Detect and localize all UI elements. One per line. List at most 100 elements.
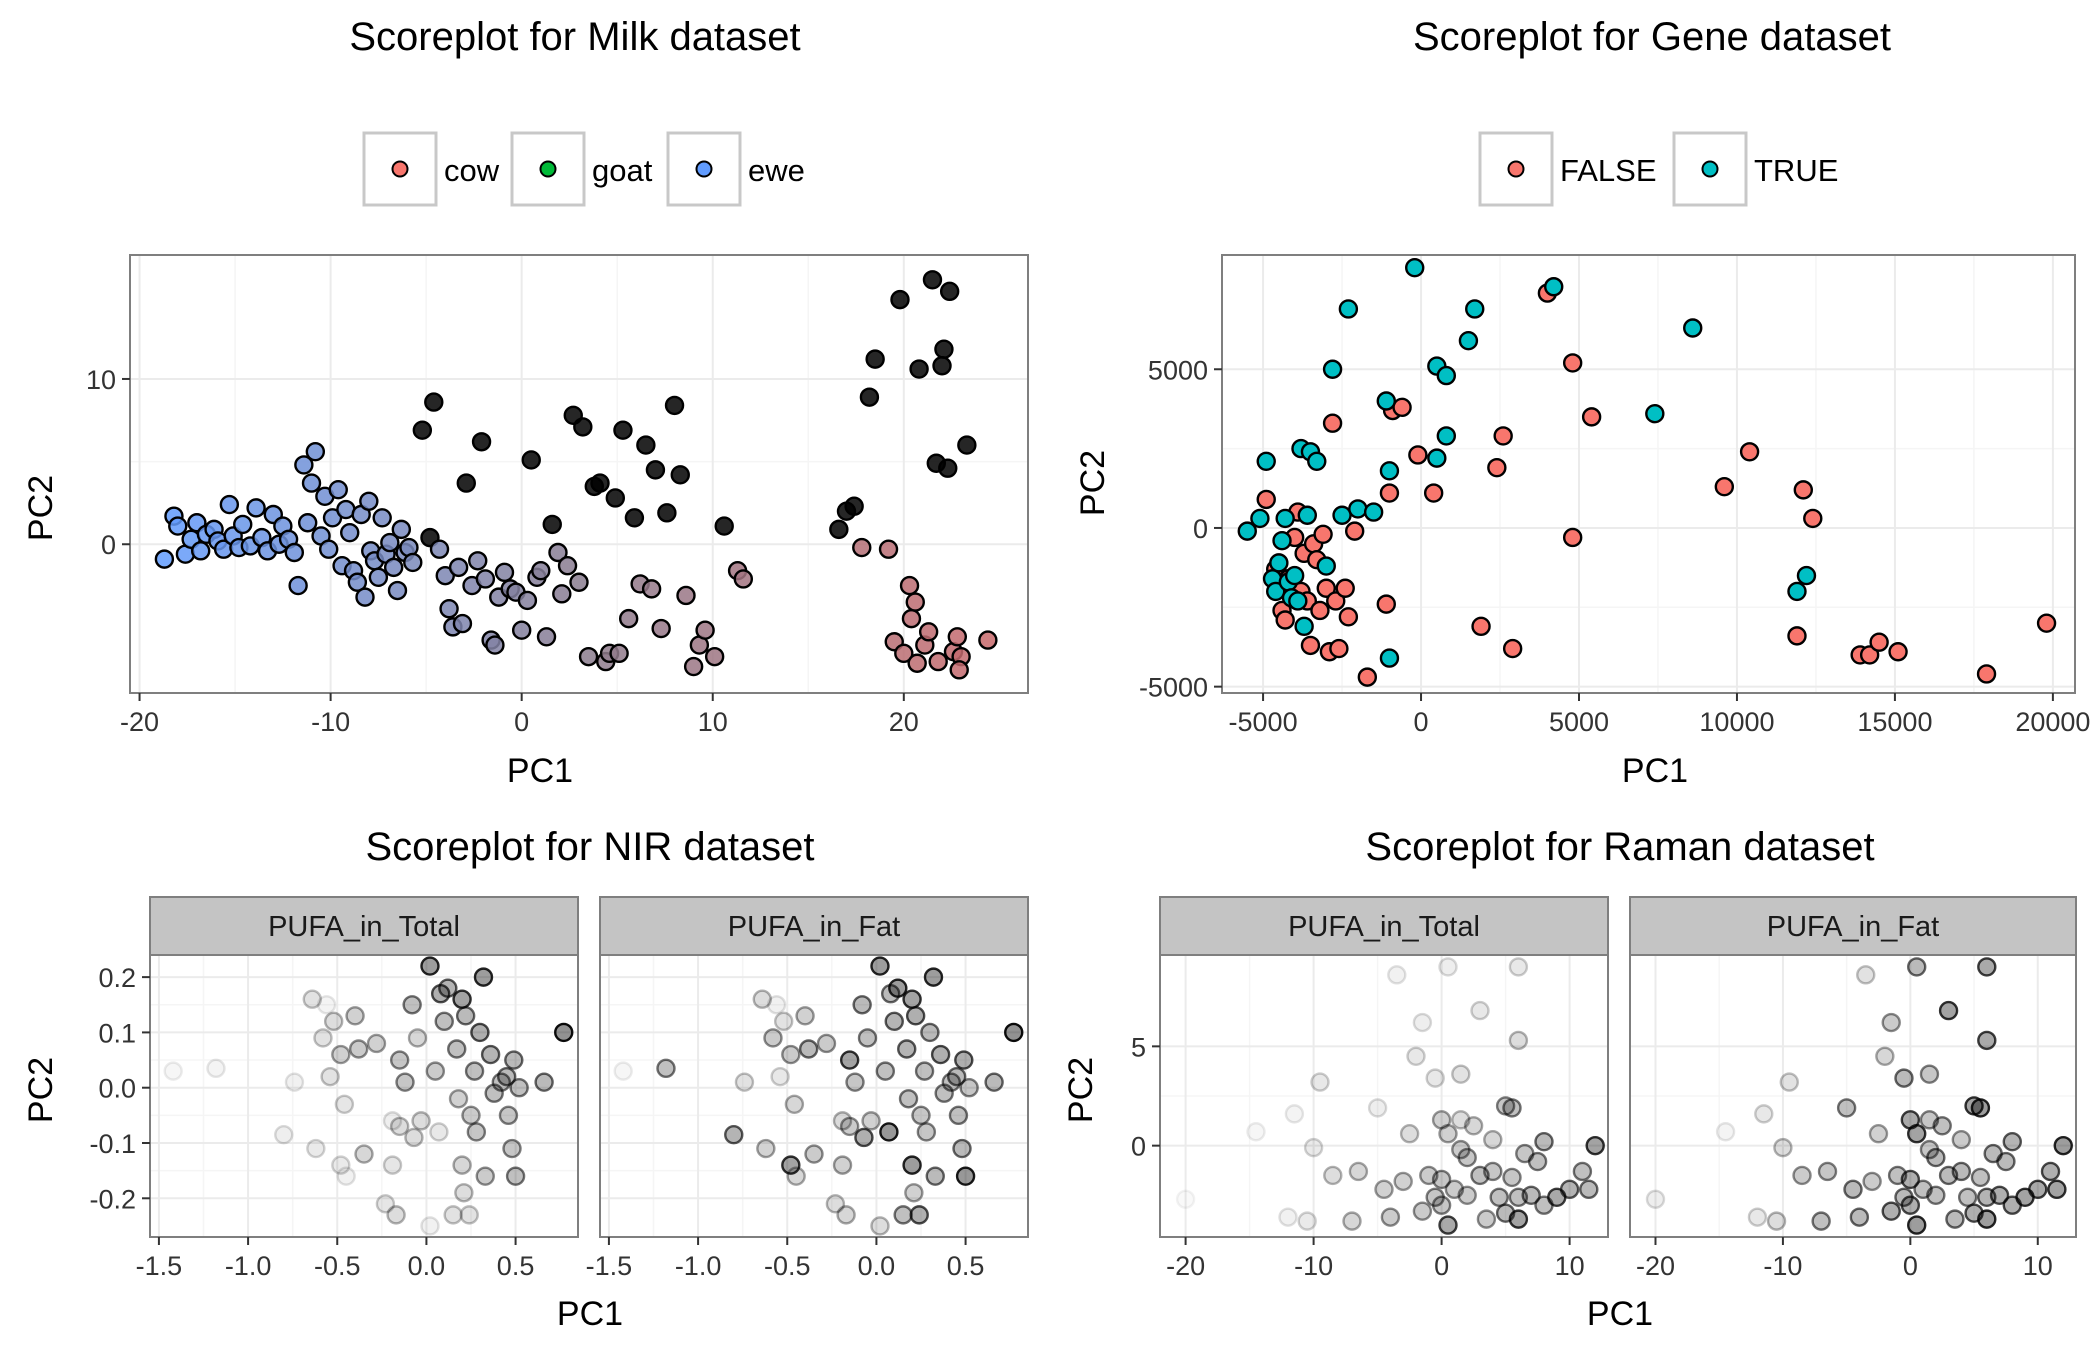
data-point <box>531 560 551 581</box>
data-point <box>1393 1171 1413 1192</box>
data-point <box>502 1138 522 1159</box>
data-point <box>380 532 400 553</box>
data-point <box>468 551 488 571</box>
data-point <box>1483 1129 1503 1150</box>
data-point <box>911 1105 931 1126</box>
x-tick-label: -1.0 <box>675 1251 722 1281</box>
data-point <box>320 1066 340 1087</box>
x-tick-label: 0.5 <box>497 1251 535 1281</box>
data-point <box>884 1011 904 1032</box>
data-point <box>854 1127 874 1148</box>
data-point <box>517 590 538 611</box>
data-point <box>938 458 958 478</box>
data-point <box>557 556 578 576</box>
data-point <box>368 567 389 588</box>
data-point <box>1344 521 1365 541</box>
data-point <box>297 513 318 533</box>
data-point <box>168 516 188 536</box>
data-point <box>946 1066 967 1087</box>
data-point <box>403 552 423 573</box>
panel-border <box>1221 254 2076 694</box>
panel-background <box>1222 255 2075 693</box>
data-point <box>578 646 599 667</box>
data-point <box>1307 451 1327 472</box>
data-point <box>452 1155 472 1175</box>
x-tick-label: 10 <box>1555 1251 1585 1281</box>
data-point <box>1284 1104 1305 1124</box>
milk-y-axis-title: PC2 <box>22 475 60 541</box>
data-point <box>383 557 404 578</box>
data-point <box>894 643 914 664</box>
data-point <box>1754 1104 1774 1124</box>
data-point <box>219 494 240 515</box>
data-point <box>852 537 872 558</box>
facet-strip <box>149 896 579 956</box>
data-point <box>1322 359 1343 379</box>
data-point <box>1900 1195 1921 1215</box>
legend-label-goat: goat <box>592 153 653 188</box>
data-point <box>1579 1179 1599 1200</box>
data-point <box>845 1072 865 1092</box>
legend-swatch-false <box>1507 160 1525 178</box>
data-point <box>1338 299 1359 319</box>
data-point <box>1977 1030 1997 1051</box>
data-point <box>909 1205 929 1225</box>
data-point <box>319 539 339 559</box>
milk-chart: Scoreplot for Milk dataset cow goat ewe … <box>22 15 1029 790</box>
data-point <box>1811 1211 1831 1231</box>
data-point <box>387 580 408 601</box>
y-tick-label: 0 <box>1193 514 1208 544</box>
data-point <box>952 1138 972 1159</box>
data-point <box>875 1061 896 1081</box>
gene-legend: FALSE TRUE <box>1478 131 1838 207</box>
data-point <box>1338 607 1359 627</box>
data-point <box>1881 1012 1901 1033</box>
raman-y-axis-title: PC2 <box>1062 1057 1100 1123</box>
data-point <box>1288 591 1308 611</box>
data-point <box>984 1072 1004 1092</box>
x-tick-label: -0.5 <box>764 1251 811 1281</box>
y-tick-label: 0 <box>1131 1132 1146 1162</box>
raman-chart: Scoreplot for Raman dataset -20 -10 0 10 0 5 P… <box>1062 825 2077 1333</box>
data-point <box>879 1122 899 1142</box>
data-point <box>1457 1147 1477 1168</box>
data-point <box>609 643 629 664</box>
data-point <box>429 1122 449 1142</box>
data-point <box>475 569 496 589</box>
facet-strip <box>1159 896 1609 956</box>
data-point <box>534 1072 554 1092</box>
data-point <box>1907 1215 1927 1235</box>
facet-strip-label: PUFA_in_Fat <box>728 911 900 943</box>
data-point <box>1977 957 1997 977</box>
data-point <box>1275 508 1295 529</box>
data-point <box>1793 480 1814 500</box>
data-point <box>1787 626 1807 646</box>
x-tick-label: 0 <box>1434 1251 1449 1281</box>
data-point <box>1392 397 1412 418</box>
data-point <box>930 1044 951 1065</box>
data-point <box>1739 442 1760 462</box>
data-point <box>1493 426 1513 446</box>
data-point <box>1862 1171 1882 1192</box>
data-point <box>1919 1064 1940 1084</box>
data-point <box>651 618 671 639</box>
data-point <box>1645 1189 1666 1209</box>
data-point <box>306 1138 326 1159</box>
nir-title: Scoreplot for NIR dataset <box>365 825 814 869</box>
gene-x-axis-title: PC1 <box>1622 752 1688 790</box>
data-point <box>1856 965 1876 985</box>
data-point <box>424 392 444 412</box>
data-point <box>804 1144 824 1164</box>
data-point <box>773 1011 794 1032</box>
data-point <box>1796 565 1817 586</box>
data-point <box>795 1006 815 1026</box>
data-point <box>206 1058 226 1079</box>
data-point <box>1367 1098 1388 1118</box>
data-point <box>485 635 505 655</box>
legend-swatch-ewe <box>695 160 713 178</box>
data-point <box>1451 1110 1471 1130</box>
data-point <box>949 660 969 680</box>
data-point <box>1431 1110 1452 1130</box>
data-point <box>852 995 872 1015</box>
x-tick-label: 10 <box>698 707 728 737</box>
